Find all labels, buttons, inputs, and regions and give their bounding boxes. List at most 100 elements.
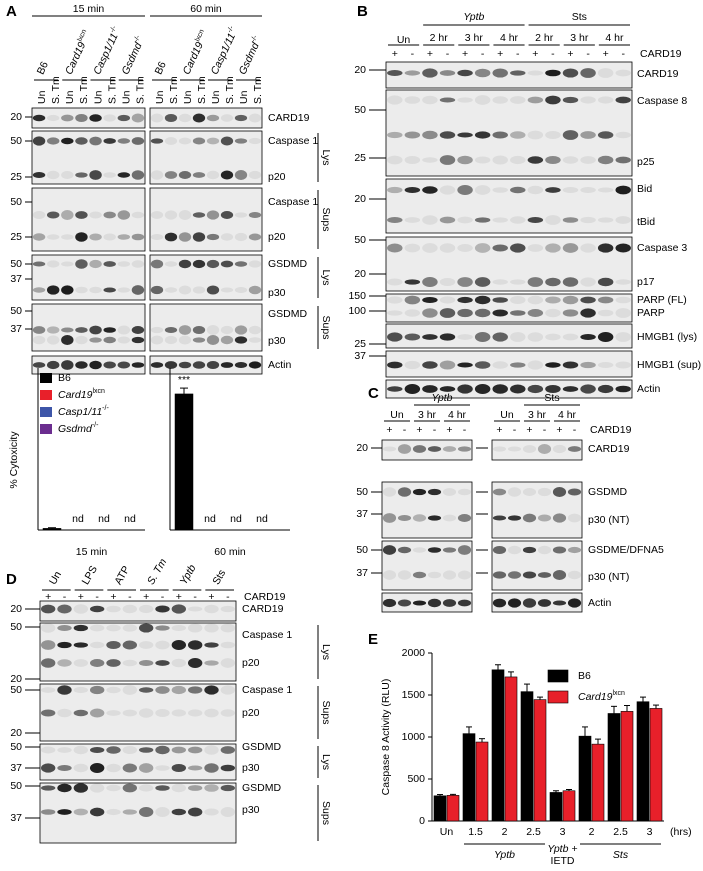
band [220, 605, 236, 613]
band [382, 513, 397, 523]
band [412, 547, 427, 553]
y-tick-label: 500 [407, 773, 425, 785]
band [387, 361, 403, 369]
band [46, 114, 60, 122]
band [220, 170, 234, 180]
band [387, 310, 403, 316]
band [138, 687, 154, 693]
band [507, 515, 522, 521]
bar [433, 795, 447, 822]
band [61, 285, 74, 295]
group-label: Yptb [463, 11, 484, 23]
band [220, 764, 236, 772]
band [382, 446, 397, 452]
blot-label: p20 [268, 231, 286, 243]
band [61, 335, 74, 345]
band [106, 624, 121, 632]
band [150, 170, 164, 180]
band [404, 217, 421, 223]
band [439, 131, 456, 139]
band [510, 362, 526, 368]
band [32, 261, 46, 267]
band [527, 70, 544, 76]
blot [149, 107, 263, 129]
band [131, 233, 145, 241]
sign-label: CARD19 [590, 424, 632, 436]
band [552, 513, 567, 523]
band [89, 211, 102, 219]
genotype-label: Casp1/11-/- [208, 25, 241, 77]
error-bar [48, 527, 56, 529]
lane-label: S. Tm [50, 76, 62, 104]
band [234, 286, 248, 294]
band [150, 211, 164, 219]
mw-marker: 50 [354, 234, 366, 246]
band [220, 807, 236, 817]
band [545, 69, 561, 77]
band [507, 571, 522, 579]
band [73, 604, 89, 614]
band [474, 217, 491, 223]
blot [39, 743, 237, 781]
band [171, 746, 187, 754]
band [234, 361, 248, 369]
y-tick-label: 1000 [402, 731, 426, 743]
x-tick-label: 3 [647, 826, 653, 838]
nd-label: nd [256, 513, 268, 525]
band [206, 259, 220, 269]
band [46, 234, 60, 240]
band [457, 277, 473, 287]
band [545, 296, 561, 304]
band [220, 623, 236, 633]
sign: - [63, 591, 67, 603]
band [187, 640, 203, 650]
band [474, 156, 491, 164]
blot-label: Caspase 1 [268, 196, 318, 208]
band [457, 97, 473, 103]
band [150, 234, 164, 240]
band [439, 70, 456, 76]
band [567, 488, 582, 496]
band [73, 783, 89, 793]
sign-label: CARD19 [244, 591, 286, 603]
band [615, 156, 631, 164]
band [220, 641, 236, 649]
blot-label: p30 (NT) [588, 571, 629, 583]
mw-marker: 20 [10, 111, 22, 123]
mw-marker: 50 [10, 741, 22, 753]
band [474, 332, 491, 342]
band [545, 277, 561, 287]
mw-marker: 50 [10, 780, 22, 792]
bar [607, 713, 621, 822]
name: B6 [34, 60, 50, 77]
band [187, 606, 203, 612]
band [178, 361, 192, 369]
mw-marker: 50 [10, 305, 22, 317]
name: Card19 [63, 40, 88, 76]
band [492, 384, 508, 394]
sign: + [446, 424, 452, 436]
band [615, 296, 631, 304]
band [248, 170, 262, 180]
band [234, 232, 248, 242]
band [545, 187, 561, 193]
band [206, 360, 220, 370]
band [46, 326, 60, 334]
band [206, 233, 220, 241]
band [106, 641, 121, 649]
superscript: -/- [133, 34, 142, 44]
band [32, 136, 46, 146]
x-tick-label: 2.5 [613, 826, 628, 838]
band [562, 243, 579, 253]
name: Casp1/11 [58, 406, 102, 418]
lane-label: S. Tm [168, 76, 180, 104]
band [382, 487, 397, 497]
bar [636, 701, 650, 822]
group-label: Sts [544, 392, 559, 404]
band [422, 130, 438, 140]
band [122, 685, 138, 695]
band [89, 360, 102, 370]
band [474, 384, 491, 394]
band [510, 186, 526, 194]
band [510, 296, 526, 304]
